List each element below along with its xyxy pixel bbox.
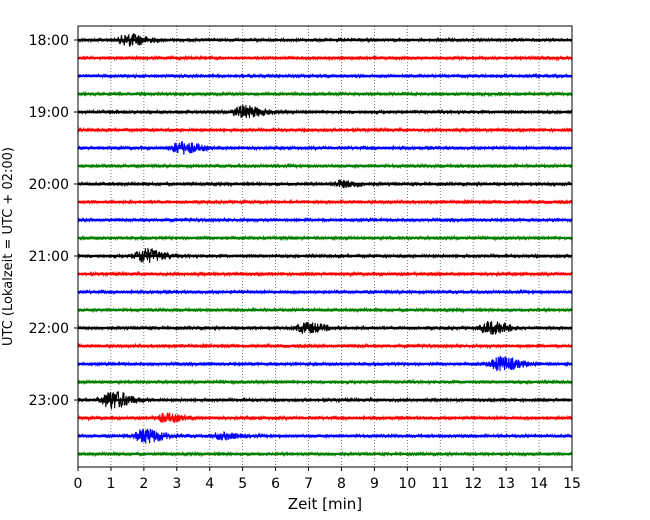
y-axis-ticks: 18:00 19:00 20:00 21:00 22:00 23:00: [29, 33, 78, 409]
plot-frame: [77, 25, 573, 468]
x-tick-label-6: 6: [271, 476, 280, 492]
x-axis-label: Zeit [min]: [288, 495, 362, 513]
y-tick-label-2: 20:00: [29, 177, 69, 193]
y-tick-label-4: 22:00: [29, 321, 69, 337]
x-tick-label-10: 10: [398, 476, 416, 492]
x-tick-label-14: 14: [530, 476, 548, 492]
x-tick-label-8: 8: [337, 476, 346, 492]
x-tick-label-7: 7: [304, 476, 313, 492]
x-tick-label-13: 13: [497, 476, 515, 492]
x-tick-label-15: 15: [563, 476, 581, 492]
y-tick-label-5: 23:00: [29, 393, 69, 409]
x-tick-label-0: 0: [74, 476, 83, 492]
x-tick-label-2: 2: [139, 476, 148, 492]
x-tick-label-3: 3: [172, 476, 181, 492]
y-tick-label-3: 21:00: [29, 249, 69, 265]
x-tick-label-1: 1: [106, 476, 115, 492]
y-tick-label-0: 18:00: [29, 33, 69, 49]
x-tick-label-9: 9: [370, 476, 379, 492]
x-tick-label-12: 12: [464, 476, 482, 492]
seismogram-traces: [77, 33, 573, 458]
y-tick-label-1: 19:00: [29, 105, 69, 121]
x-tick-label-11: 11: [431, 476, 449, 492]
x-axis-ticks: 0 1 2 3 4 5 6 7 8 9 10 11 12 13 14 15: [74, 467, 581, 492]
x-tick-label-4: 4: [205, 476, 214, 492]
x-tick-label-5: 5: [238, 476, 247, 492]
y-axis-label: UTC (Lokalzeit = UTC + 02:00): [1, 147, 16, 346]
